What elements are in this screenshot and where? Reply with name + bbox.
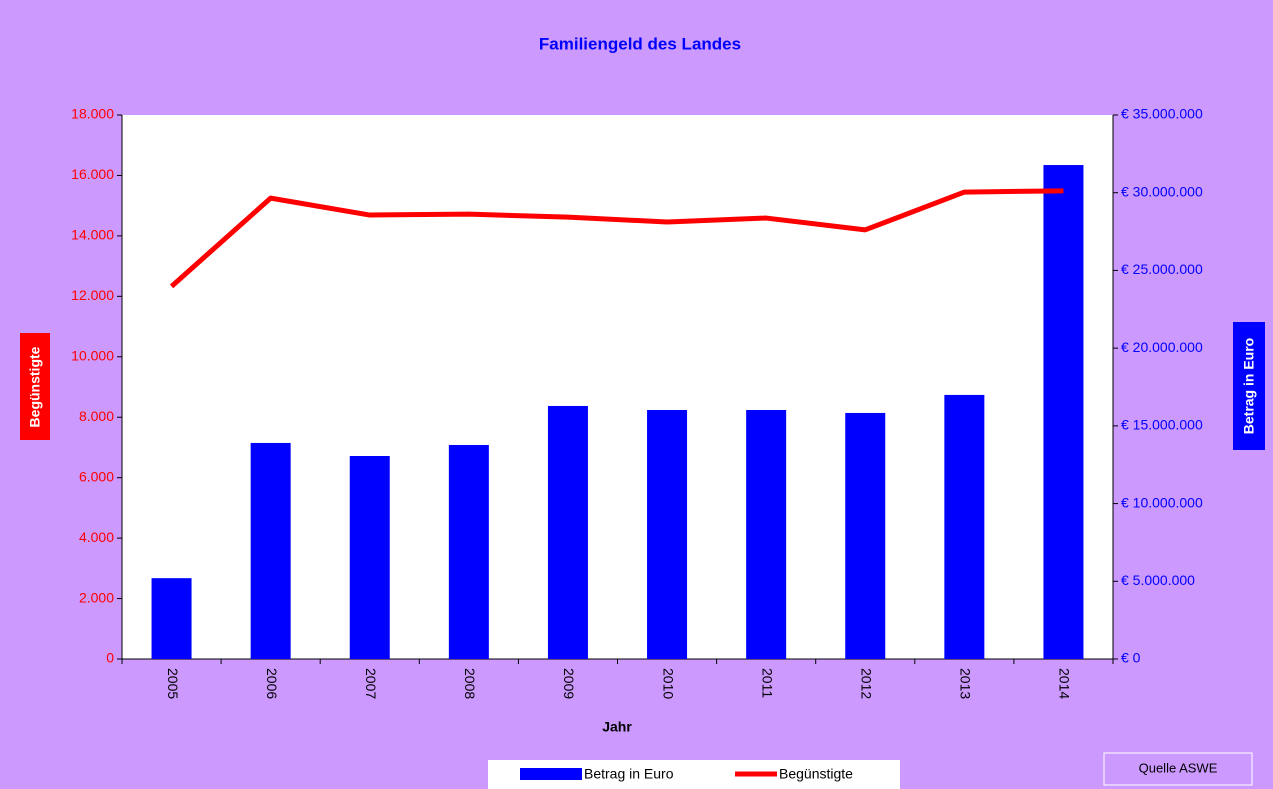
x-tick-label: 2007 xyxy=(363,668,379,699)
line xyxy=(169,188,1064,289)
x-tick-label: 2014 xyxy=(1057,668,1073,699)
y2-tick-label: € 0 xyxy=(1121,650,1141,666)
y-tick-label: 18.000 xyxy=(71,106,114,122)
source-box xyxy=(1103,752,1253,786)
bar xyxy=(349,456,390,659)
y2-axis-title: Betrag in Euro xyxy=(1241,338,1257,434)
x-tick-label: 2006 xyxy=(264,668,280,699)
x-tick-label: 2009 xyxy=(561,668,577,699)
y-tick-label: 4.000 xyxy=(79,529,114,545)
y-tick-label: 6.000 xyxy=(79,468,114,484)
y-tick-label: 14.000 xyxy=(71,227,114,243)
source-note: Quelle ASWE xyxy=(1139,760,1218,775)
y-tick-label: 10.000 xyxy=(71,347,114,363)
y-axis-title: Begünstigte xyxy=(27,346,43,427)
y-tick-label: 8.000 xyxy=(79,408,114,424)
y2-tick-label: € 35.000.000 xyxy=(1121,106,1203,122)
bar xyxy=(151,578,192,659)
bar xyxy=(1043,165,1084,659)
y2-tick-label: € 25.000.000 xyxy=(1121,261,1203,277)
y-tick-label: 0 xyxy=(106,650,114,666)
x-tick-label: 2013 xyxy=(958,668,974,699)
x-tick-label: 2011 xyxy=(759,668,775,698)
bar xyxy=(250,442,291,659)
x-tick-label: 2010 xyxy=(660,668,676,699)
y2-tick-label: € 30.000.000 xyxy=(1121,183,1203,199)
y2-tick-label: € 20.000.000 xyxy=(1121,339,1203,355)
bar xyxy=(746,410,787,659)
x-tick-label: 2012 xyxy=(859,668,875,699)
y-tick-label: 12.000 xyxy=(71,287,114,303)
x-axis-title: Jahr xyxy=(602,719,632,735)
y-tick-label: 16.000 xyxy=(71,166,114,182)
bar xyxy=(845,412,886,659)
x-tick-label: 2005 xyxy=(165,668,181,699)
chart-title: Familiengeld des Landes xyxy=(539,34,741,53)
bar xyxy=(647,410,688,659)
y-axis-title-box xyxy=(20,333,50,440)
legend-label: Betrag in Euro xyxy=(584,766,674,782)
bar xyxy=(448,444,489,659)
y2-tick-label: € 15.000.000 xyxy=(1121,417,1203,433)
bar xyxy=(547,405,588,659)
bar xyxy=(944,394,985,659)
y-tick-label: 2.000 xyxy=(79,589,114,605)
y2-tick-label: € 5.000.000 xyxy=(1121,572,1195,588)
x-tick-label: 2008 xyxy=(462,668,478,699)
legend-label: Begünstigte xyxy=(779,766,853,782)
legend-swatch xyxy=(520,768,582,780)
y2-tick-label: € 10.000.000 xyxy=(1121,494,1203,510)
y2-axis-title-box xyxy=(1233,322,1265,450)
